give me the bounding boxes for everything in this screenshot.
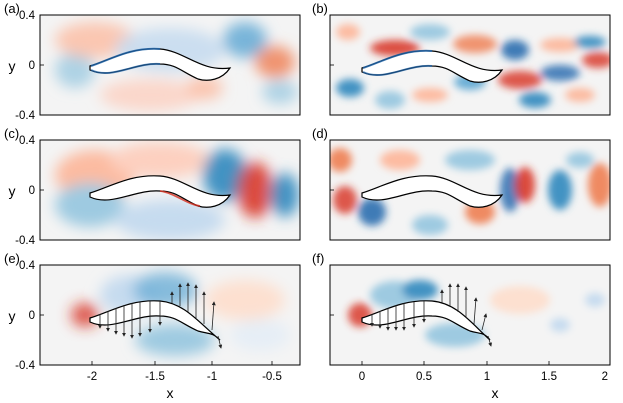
x-axis-label: x (167, 385, 174, 401)
x-tick-label: 0.5 (416, 371, 432, 383)
panel-e-label: (e) (4, 251, 20, 266)
panel-f-force-vectors (370, 283, 492, 347)
y-tick-label: 0.4 (19, 135, 36, 147)
panel-f: (f) (312, 251, 611, 366)
panel-c-foil (89, 175, 232, 208)
x-tick-label: 2 (602, 371, 608, 383)
y-tick-label: 0 (29, 310, 35, 322)
y-tick-label: -0.4 (15, 235, 35, 247)
panel-e: (e) (4, 251, 301, 366)
panel-f-label: (f) (312, 251, 324, 266)
x-tick-label: -1.5 (145, 371, 165, 383)
y-axis-label: y (9, 183, 16, 199)
x-tick-label: -1 (207, 371, 217, 383)
y-tick-label: 0.4 (19, 260, 36, 272)
panel-b-label: (b) (312, 1, 328, 16)
panel-a-contours (55, 22, 298, 111)
panel-f-foil (361, 300, 491, 341)
panel-e-contours (71, 272, 290, 356)
x-tick-label: -2 (87, 371, 97, 383)
panel-d-label: (d) (312, 126, 328, 141)
y-axis-row-1: 0.4 0 -0.4 y (9, 10, 36, 122)
panel-b-contours (336, 24, 610, 109)
y-tick-label: -0.4 (15, 110, 35, 122)
panel-f-contours (348, 280, 605, 347)
x-tick-label: 1 (484, 371, 490, 383)
x-tick-label: -0.5 (262, 371, 282, 383)
tick-marks (40, 64, 550, 365)
x-tick-label: 1.5 (541, 371, 557, 383)
panel-e-foil (89, 300, 221, 341)
x-tick-label: 0 (359, 371, 365, 383)
x-axis-label: x (492, 385, 499, 401)
panel-c: (c) (4, 126, 301, 241)
x-axis-right: 0 0.5 1 1.5 2 x (359, 371, 608, 401)
y-tick-label: -0.4 (15, 360, 35, 372)
x-axis-left: -2 -1.5 -1 -0.5 x (87, 371, 282, 401)
panel-d-foil (361, 175, 504, 208)
y-tick-label: 0 (29, 185, 35, 197)
y-axis-label: y (9, 58, 16, 74)
panel-c-label: (c) (4, 126, 19, 141)
panel-d: (d) (312, 126, 611, 241)
y-axis-row-2: 0.4 0 -0.4 y (9, 135, 36, 247)
y-axis-label: y (9, 308, 16, 324)
panel-e-force-vectors (98, 282, 223, 349)
panel-a-label: (a) (4, 1, 20, 16)
y-tick-label: 0.4 (19, 10, 36, 22)
panel-b: (b) (312, 1, 611, 116)
panel-c-contours (55, 142, 299, 240)
y-tick-label: 0 (29, 60, 35, 72)
panel-a: (a) (4, 1, 301, 116)
y-axis-row-3: 0.4 0 -0.4 y (9, 260, 36, 372)
